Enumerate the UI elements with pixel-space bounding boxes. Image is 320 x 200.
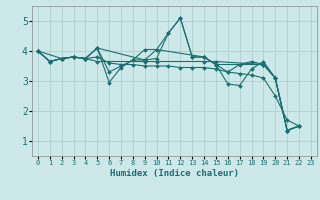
X-axis label: Humidex (Indice chaleur): Humidex (Indice chaleur)	[110, 169, 239, 178]
